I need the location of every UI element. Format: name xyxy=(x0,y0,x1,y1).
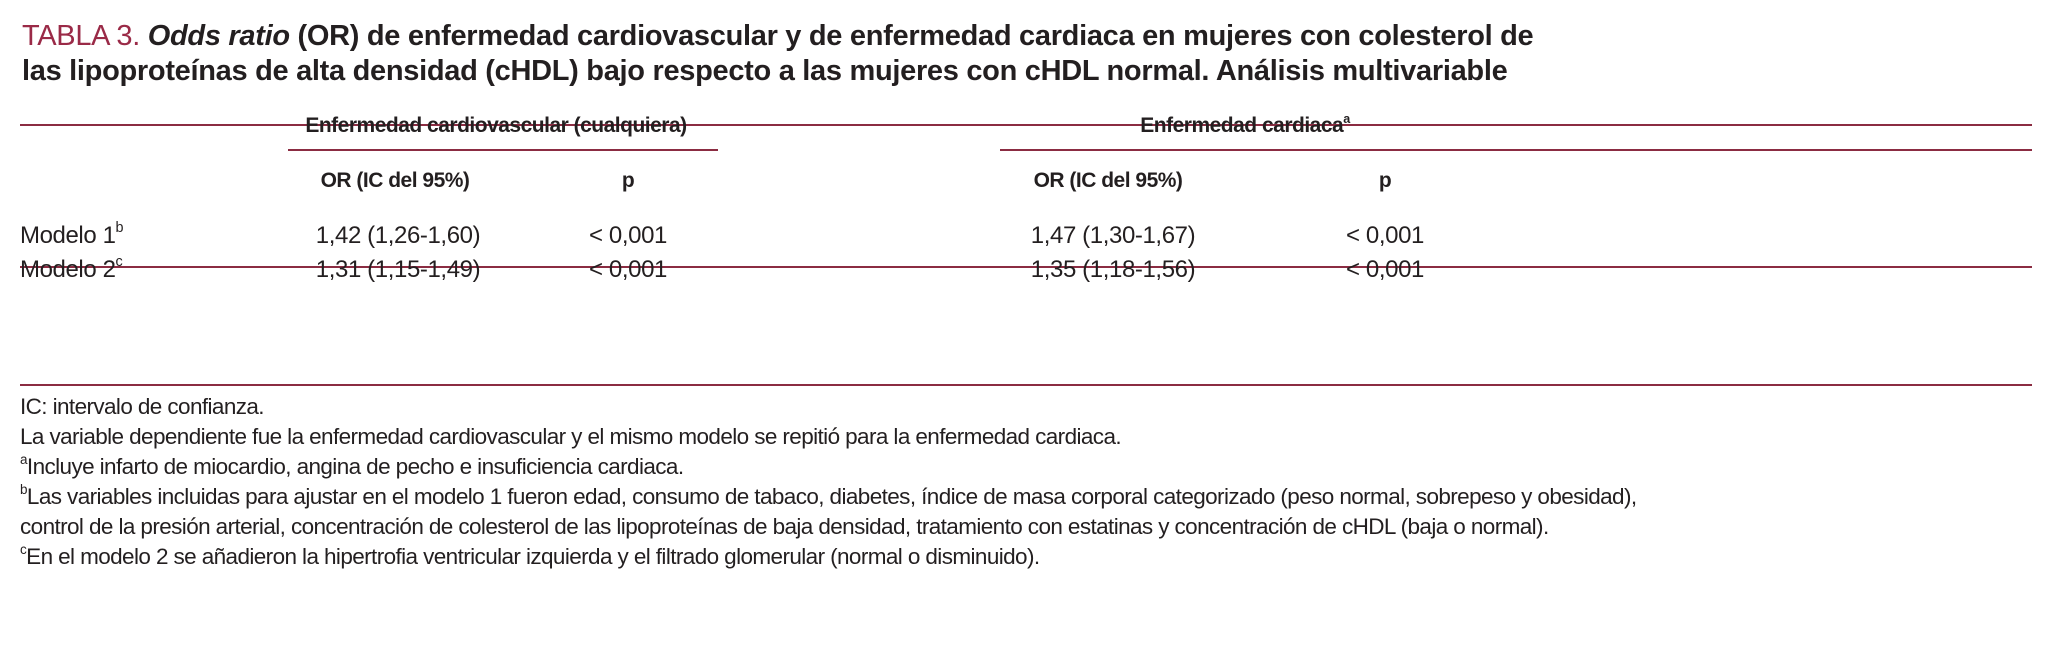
title-italic: Odds ratio xyxy=(147,20,290,52)
table-label: TABLA 3. xyxy=(22,20,140,52)
group-rule-1 xyxy=(288,149,718,151)
cell-p-cv: < 0,001 xyxy=(589,256,667,283)
subheader-p-2: p xyxy=(1378,169,1392,192)
subheader-or-2: OR (IC del 95%) xyxy=(1033,169,1183,192)
header-rule xyxy=(20,266,2032,268)
group-header-cardiaca: Enfermedad cardiacaa xyxy=(1140,112,1350,137)
top-rule xyxy=(20,124,2032,126)
cell-or-cardiaca: 1,47 (1,30-1,67) xyxy=(1030,222,1196,249)
footnote-a: aIncluye infarto de miocardio, angina de… xyxy=(20,452,684,479)
cell-or-cv: 1,42 (1,26-1,60) xyxy=(315,222,481,249)
title-text: (OR) de enfermedad cardiovascular y de e… xyxy=(289,20,1534,52)
cell-p-cv: < 0,001 xyxy=(589,222,667,249)
footnote-c: cEn el modelo 2 se añadieron la hipertro… xyxy=(20,542,1040,569)
cell-or-cv: 1,31 (1,15-1,49) xyxy=(315,256,481,283)
group-header-cardiovascular: Enfermedad cardiovascular (cualquiera) xyxy=(305,114,687,137)
footnote: IC: intervalo de confianza. xyxy=(20,394,265,419)
bottom-rule xyxy=(20,384,2032,386)
subheader-or-1: OR (IC del 95%) xyxy=(320,169,470,192)
footnote-b-continued: control de la presión arterial, concentr… xyxy=(20,514,1549,539)
footnote: La variable dependiente fue la enfermeda… xyxy=(20,424,1122,449)
table-title-line-1: TABLA 3. Odds ratio (OR) de enfermedad c… xyxy=(22,20,1534,53)
row-label: Modelo 1b xyxy=(20,220,124,249)
cell-or-cardiaca: 1,35 (1,18-1,56) xyxy=(1030,256,1196,283)
footnote-b: bLas variables incluidas para ajustar en… xyxy=(20,482,1637,509)
cell-p-cardiaca: < 0,001 xyxy=(1346,222,1424,249)
table-title-line-2: las lipoproteínas de alta densidad (cHDL… xyxy=(22,55,1508,87)
row-label: Modelo 2c xyxy=(20,254,123,283)
cell-p-cardiaca: < 0,001 xyxy=(1346,256,1424,283)
subheader-p-1: p xyxy=(621,169,635,192)
group-rule-2 xyxy=(1000,149,2032,151)
